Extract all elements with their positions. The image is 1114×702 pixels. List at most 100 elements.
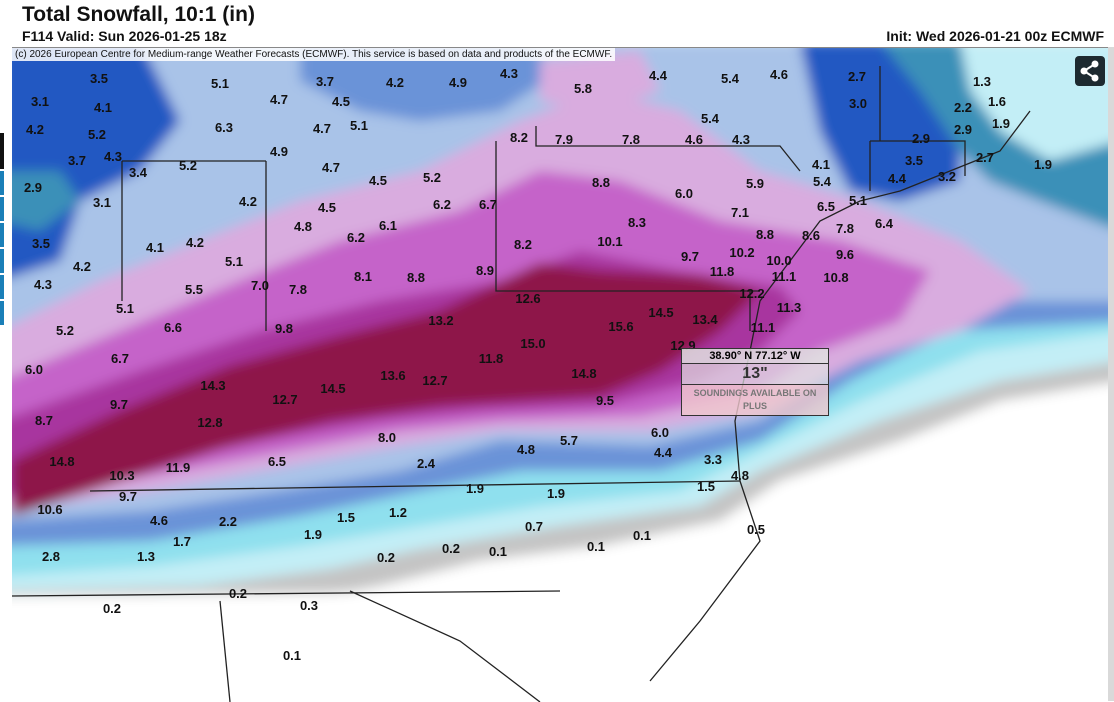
snowfall-value-label: 2.2 bbox=[954, 100, 972, 115]
snowfall-value-label: 10.2 bbox=[729, 245, 754, 260]
share-button[interactable] bbox=[1075, 56, 1105, 86]
snowfall-value-label: 9.7 bbox=[681, 249, 699, 264]
snowfall-value-label: 8.6 bbox=[802, 228, 820, 243]
right-scrollbar[interactable] bbox=[1108, 47, 1114, 701]
init-time: Init: Wed 2026-01-21 00z ECMWF bbox=[886, 28, 1104, 44]
snowfall-value-label: 4.3 bbox=[104, 149, 122, 164]
snowfall-value-label: 4.9 bbox=[449, 75, 467, 90]
snowfall-value-label: 1.9 bbox=[466, 481, 484, 496]
snowfall-value-label: 14.5 bbox=[648, 305, 673, 320]
snowfall-value-label: 13.2 bbox=[428, 313, 453, 328]
tooltip-coordinates: 38.90° N 77.12° W bbox=[682, 349, 828, 364]
snowfall-value-label: 9.5 bbox=[596, 393, 614, 408]
snowfall-value-label: 4.4 bbox=[649, 68, 668, 83]
snowfall-value-label: 11.8 bbox=[479, 351, 504, 366]
snowfall-value-label: 4.1 bbox=[812, 157, 830, 172]
snowfall-value-label: 6.3 bbox=[215, 120, 233, 135]
snowfall-value-label: 15.0 bbox=[520, 336, 545, 351]
snowfall-value-label: 10.8 bbox=[823, 270, 848, 285]
snowfall-value-label: 3.0 bbox=[849, 96, 867, 111]
map-title: Total Snowfall, 10:1 (in) bbox=[22, 3, 255, 26]
snowfall-value-label: 6.2 bbox=[347, 230, 365, 245]
snowfall-value-label: 3.3 bbox=[704, 452, 722, 467]
snowfall-value-label: 4.9 bbox=[270, 144, 288, 159]
snowfall-value-label: 4.6 bbox=[770, 67, 788, 82]
snowfall-value-label: 6.1 bbox=[379, 218, 397, 233]
left-edge-tabs[interactable] bbox=[0, 133, 4, 333]
snowfall-value-label: 2.9 bbox=[912, 131, 930, 146]
snowfall-value-label: 4.5 bbox=[318, 200, 336, 215]
tooltip-value: 13" bbox=[682, 364, 828, 385]
dark-blue-north bbox=[300, 48, 560, 121]
snowfall-value-label: 5.2 bbox=[56, 323, 74, 338]
snowfall-value-label: 3.2 bbox=[938, 169, 956, 184]
snowfall-value-label: 6.6 bbox=[164, 320, 182, 335]
snowfall-value-label: 2.9 bbox=[954, 122, 972, 137]
snowfall-value-label: 15.6 bbox=[608, 319, 633, 334]
snowfall-value-label: 8.3 bbox=[628, 215, 646, 230]
snowfall-value-label: 9.7 bbox=[110, 397, 128, 412]
snowfall-value-label: 0.7 bbox=[525, 519, 543, 534]
snowfall-value-label: 4.2 bbox=[239, 194, 257, 209]
point-tooltip: 38.90° N 77.12° W 13" SOUNDINGS AVAILABL… bbox=[681, 348, 829, 416]
snowfall-value-label: 4.1 bbox=[94, 100, 112, 115]
snowfall-value-label: 4.6 bbox=[150, 513, 168, 528]
snowfall-value-label: 5.4 bbox=[701, 111, 720, 126]
snowfall-value-label: 0.2 bbox=[229, 586, 247, 601]
teal-nw bbox=[12, 171, 80, 231]
snowfall-value-label: 12.2 bbox=[739, 286, 764, 301]
snowfall-map[interactable]: (c) 2026 European Centre for Medium-rang… bbox=[12, 47, 1108, 702]
snowfall-value-label: 8.8 bbox=[407, 270, 425, 285]
snowfall-value-label: 0.1 bbox=[283, 648, 301, 663]
snowfall-value-label: 6.2 bbox=[433, 197, 451, 212]
snowfall-value-label: 1.7 bbox=[173, 534, 191, 549]
snowfall-value-label: 12.8 bbox=[197, 415, 222, 430]
snowfall-value-label: 7.8 bbox=[289, 282, 307, 297]
snowfall-value-label: 8.2 bbox=[510, 130, 528, 145]
snowfall-value-label: 5.1 bbox=[849, 193, 867, 208]
state-border bbox=[495, 141, 760, 292]
snowfall-value-label: 7.0 bbox=[251, 278, 269, 293]
snowfall-value-label: 1.9 bbox=[1034, 157, 1052, 172]
snowfall-value-label: 9.6 bbox=[836, 247, 854, 262]
snowfall-value-label: 0.3 bbox=[300, 598, 318, 613]
snowfall-value-label: 4.6 bbox=[685, 132, 703, 147]
snowfall-value-label: 1.3 bbox=[137, 549, 155, 564]
snowfall-value-label: 6.5 bbox=[268, 454, 286, 469]
snowfall-value-label: 0.2 bbox=[103, 601, 121, 616]
snowfall-value-label: 1.2 bbox=[389, 505, 407, 520]
snowfall-value-label: 4.8 bbox=[517, 442, 535, 457]
snowfall-value-label: 6.4 bbox=[875, 216, 894, 231]
snowfall-value-label: 1.5 bbox=[697, 479, 715, 494]
snowfall-value-label: 10.1 bbox=[597, 234, 622, 249]
snowfall-value-label: 5.2 bbox=[88, 127, 106, 142]
snowfall-value-label: 1.6 bbox=[988, 94, 1006, 109]
snowfall-value-label: 1.9 bbox=[304, 527, 322, 542]
snowfall-value-label: 14.8 bbox=[49, 454, 74, 469]
snowfall-value-label: 3.5 bbox=[905, 153, 923, 168]
snowfall-value-label: 11.3 bbox=[777, 300, 802, 315]
snowfall-value-label: 4.2 bbox=[73, 259, 91, 274]
snowfall-value-label: 6.5 bbox=[817, 199, 835, 214]
snowfall-value-label: 10.6 bbox=[37, 502, 62, 517]
snowfall-value-label: 0.1 bbox=[633, 528, 651, 543]
snowfall-value-label: 2.2 bbox=[219, 514, 237, 529]
snowfall-value-label: 5.1 bbox=[116, 301, 134, 316]
snowfall-value-label: 6.0 bbox=[25, 362, 43, 377]
state-border bbox=[89, 480, 741, 492]
snowfall-value-label: 4.2 bbox=[386, 75, 404, 90]
snowfall-value-label: 3.5 bbox=[90, 71, 108, 86]
snowfall-value-label: 4.7 bbox=[322, 160, 340, 175]
snowfall-value-label: 1.3 bbox=[973, 74, 991, 89]
snowfall-value-label: 3.7 bbox=[68, 153, 86, 168]
snowfall-value-label: 8.7 bbox=[35, 413, 53, 428]
snowfall-value-label: 5.1 bbox=[211, 76, 229, 91]
snowfall-value-label: 13.4 bbox=[692, 312, 718, 327]
snowfall-value-label: 6.7 bbox=[479, 197, 497, 212]
snowfall-value-label: 5.5 bbox=[185, 282, 203, 297]
snowfall-value-label: 8.2 bbox=[514, 237, 532, 252]
snowfall-value-label: 8.9 bbox=[476, 263, 494, 278]
state-border bbox=[349, 590, 541, 702]
snowfall-value-label: 13.6 bbox=[380, 368, 405, 383]
snowfall-value-label: 4.8 bbox=[731, 468, 749, 483]
